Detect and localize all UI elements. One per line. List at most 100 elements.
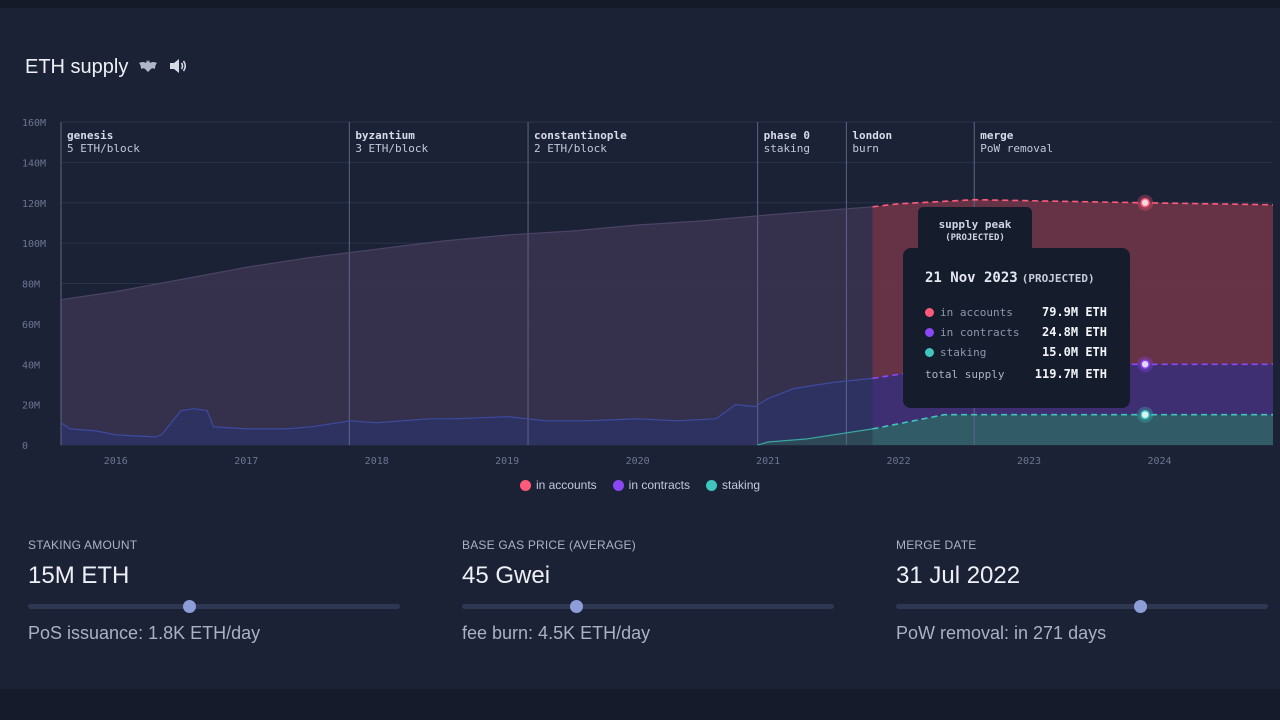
- tooltip-row-staking: staking 15.0M ETH: [925, 344, 1107, 360]
- control-caption: PoS issuance: 1.8K ETH/day: [28, 623, 261, 643]
- line-projected-1: [872, 363, 1273, 380]
- control-caption: PoW removal: in 271 days: [896, 623, 1107, 643]
- event-name: london: [852, 129, 892, 142]
- merge-date-slider[interactable]: [896, 600, 1268, 613]
- tooltip-label: in contracts: [940, 325, 1020, 339]
- event-name: genesis: [67, 129, 113, 142]
- event-name: byzantium: [355, 129, 415, 142]
- x-axis: 2016 2017 2018 2019 2020 2021 2022 2023 2024: [104, 456, 1172, 467]
- y-tick-label: 160M: [22, 118, 46, 129]
- legend-label: in contracts: [628, 478, 691, 492]
- event-subtitle: staking: [764, 142, 810, 155]
- tooltip-total-label: total supply: [925, 367, 1005, 381]
- merge-date-control: MERGE DATE 31 Jul 2022 PoW removal: in 2…: [896, 538, 1268, 644]
- tooltip-date-value: 21 Nov 2023: [925, 270, 1018, 286]
- marker-point-2: [1140, 409, 1150, 420]
- y-axis: 0 20M 40M 60M 80M 100M 120M 140M 160M: [22, 118, 46, 452]
- y-tick-label: 100M: [22, 239, 46, 250]
- y-tick-label: 0: [22, 441, 28, 452]
- x-tick-label: 2017: [234, 456, 258, 467]
- line-historical-0: [60, 206, 873, 301]
- line-projected-2: [872, 413, 1273, 430]
- bat-icon[interactable]: [138, 59, 158, 77]
- tooltip-row-contracts: in contracts 24.8M ETH: [925, 324, 1107, 340]
- control-label: STAKING AMOUNT: [28, 538, 138, 552]
- tooltip-date: 21 Nov 2023 (PROJECTED): [925, 270, 1095, 286]
- legend-item-accounts[interactable]: in accounts: [519, 478, 597, 492]
- tooltip-row-accounts: in accounts 79.9M ETH: [925, 304, 1107, 320]
- y-tick-label: 80M: [22, 280, 40, 291]
- x-tick-label: 2019: [495, 456, 519, 467]
- control-label: MERGE DATE: [896, 538, 977, 552]
- chart-lines: [60, 198, 1274, 446]
- tooltip-total-value: 119.7M ETH: [1034, 367, 1107, 381]
- event-name: merge: [980, 129, 1013, 142]
- staking-dot-icon: [925, 347, 934, 357]
- slider-thumb[interactable]: [569, 600, 583, 613]
- tooltip-value: 24.8M ETH: [1041, 325, 1107, 339]
- y-tick-label: 60M: [22, 320, 40, 331]
- contracts-dot-icon: [925, 327, 934, 337]
- bottom-bar: [0, 689, 1280, 720]
- area-projected-2: [872, 414, 1273, 445]
- x-tick-label: 2016: [104, 456, 128, 467]
- slider-thumb[interactable]: [183, 600, 197, 613]
- staking-dot-icon: [706, 479, 718, 491]
- staking-amount-control: STAKING AMOUNT 15M ETH PoS issuance: 1.8…: [28, 538, 400, 644]
- event-subtitle: 3 ETH/block: [355, 142, 428, 155]
- supply-peak-callout: supply peak (PROJECTED): [918, 207, 1032, 249]
- tooltip-projected: (PROJECTED): [1021, 272, 1095, 285]
- accounts-dot-icon: [925, 307, 934, 317]
- legend-item-contracts[interactable]: in contracts: [612, 478, 691, 492]
- control-value: 31 Jul 2022: [896, 562, 1021, 589]
- y-tick-label: 20M: [22, 401, 40, 412]
- control-label: BASE GAS PRICE (AVERAGE): [462, 538, 636, 552]
- legend-item-staking[interactable]: staking: [706, 478, 760, 492]
- x-tick-label: 2021: [756, 456, 780, 467]
- event-subtitle: 5 ETH/block: [67, 142, 140, 155]
- base-gas-price-control: BASE GAS PRICE (AVERAGE) 45 Gwei fee bur…: [462, 538, 834, 644]
- event-name: phase 0: [764, 129, 810, 142]
- event-name: constantinople: [534, 129, 627, 142]
- chart-tooltip: 21 Nov 2023 (PROJECTED) in accounts 79.9M…: [903, 248, 1130, 408]
- event-subtitle: PoW removal: [980, 142, 1053, 155]
- callout-title: supply peak: [938, 218, 1012, 231]
- tooltip-value: 15.0M ETH: [1041, 345, 1107, 359]
- event-subtitle: burn: [852, 142, 879, 155]
- line-historical-2: [757, 428, 873, 446]
- x-tick-label: 2020: [626, 456, 650, 467]
- tooltip-label: staking: [940, 345, 987, 359]
- header: ETH supply: [25, 56, 188, 79]
- control-value: 45 Gwei: [462, 562, 551, 589]
- line-historical-1: [60, 377, 873, 438]
- tooltip-label: in accounts: [940, 305, 1013, 319]
- area-historical-1: [61, 378, 873, 445]
- event-subtitle: 2 ETH/block: [534, 142, 607, 155]
- control-caption: fee burn: 4.5K ETH/day: [462, 623, 651, 643]
- slider-thumb[interactable]: [1133, 600, 1147, 613]
- staking-amount-slider[interactable]: [28, 600, 400, 613]
- x-tick-label: 2022: [887, 456, 911, 467]
- x-tick-label: 2023: [1017, 456, 1041, 467]
- area-historical-0: [61, 206, 873, 445]
- x-tick-label: 2018: [365, 456, 389, 467]
- callout-subtitle: (PROJECTED): [945, 233, 1005, 243]
- chart-markers: [1137, 194, 1154, 423]
- line-projected-0: [872, 198, 1274, 208]
- base-gas-price-slider[interactable]: [462, 600, 834, 613]
- chart-legend: in accounts in contracts staking: [0, 478, 1280, 492]
- y-tick-label: 40M: [22, 360, 40, 371]
- legend-label: in accounts: [535, 478, 597, 492]
- legend-label: staking: [722, 478, 761, 492]
- marker-point-1: [1140, 359, 1150, 369]
- contracts-dot-icon: [612, 479, 624, 491]
- tooltip-value: 79.9M ETH: [1041, 305, 1107, 319]
- marker-point-0: [1140, 198, 1150, 208]
- tooltip-row-total: total supply 119.7M ETH: [925, 366, 1107, 382]
- accounts-dot-icon: [519, 479, 531, 491]
- y-tick-label: 140M: [22, 158, 46, 169]
- control-value: 15M ETH: [28, 562, 130, 589]
- top-bar: [0, 0, 1280, 8]
- x-tick-label: 2024: [1147, 456, 1171, 467]
- speaker-icon[interactable]: [168, 57, 188, 79]
